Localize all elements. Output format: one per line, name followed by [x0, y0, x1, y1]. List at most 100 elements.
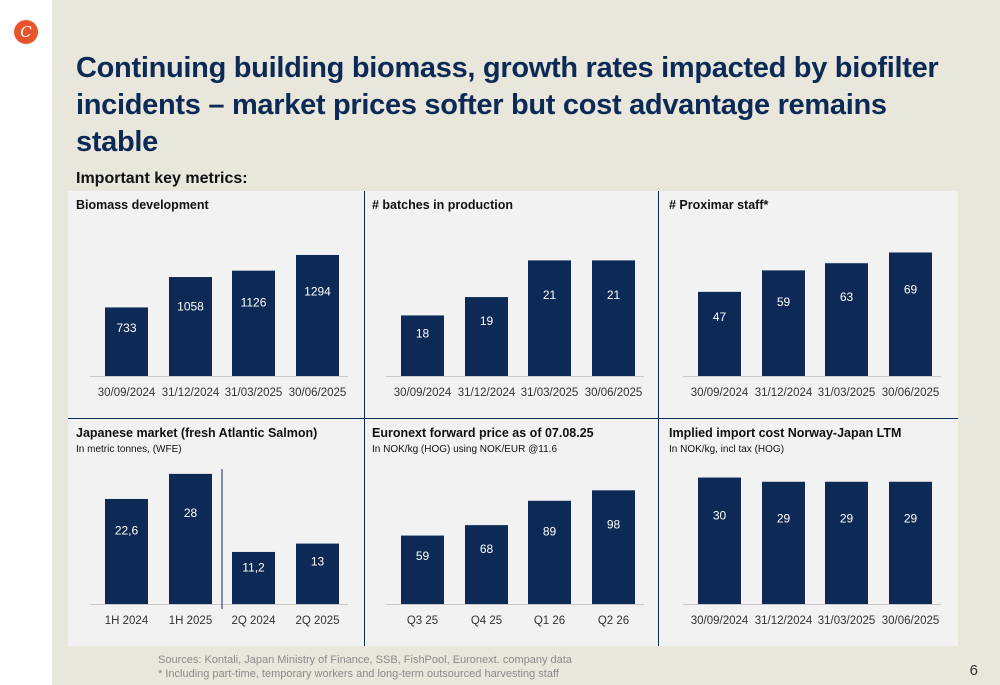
data-label: 98	[607, 517, 621, 531]
chart-panel-japanese-market: Japanese market (fresh Atlantic Salmon) …	[68, 419, 364, 646]
bar	[528, 500, 571, 604]
bar	[762, 270, 805, 376]
x-tick-label: 31/12/2024	[458, 387, 516, 399]
data-label: 19	[480, 314, 494, 328]
bar	[232, 270, 275, 376]
chart-title: Euronext forward price as of 07.08.25	[372, 426, 594, 440]
chart-svg: 18 30/09/2024 19 31/12/2024 21 31/03/2025 21 30…	[386, 260, 644, 399]
chart-title: Japanese market (fresh Atlantic Salmon)	[76, 426, 318, 440]
footer-sources: Sources: Kontali, Japan Ministry of Fina…	[158, 654, 572, 666]
data-label: 63	[840, 290, 854, 304]
bar	[401, 535, 444, 604]
data-label: 68	[480, 542, 494, 556]
x-tick-label: Q2 26	[598, 615, 629, 627]
metrics-panel-area: Biomass development 733 30/09/2024 1058 31/…	[68, 191, 958, 646]
x-tick-label: 1H 2024	[105, 615, 149, 627]
x-tick-label: 30/06/2025	[289, 387, 347, 399]
footer-footnote: * Including part-time, temporary workers…	[158, 668, 559, 680]
section-heading: Important key metrics:	[76, 170, 248, 187]
x-tick-label: 31/03/2025	[521, 387, 579, 399]
bar	[825, 263, 868, 376]
data-label: 11,2	[242, 561, 265, 575]
bar	[528, 260, 571, 376]
x-tick-label: Q3 25	[407, 615, 438, 627]
chart-panel-import-cost: Implied import cost Norway-Japan LTM In …	[661, 419, 957, 646]
company-logo-icon: C	[14, 20, 38, 44]
left-margin-strip: C	[0, 0, 52, 685]
data-label: 1058	[177, 300, 204, 314]
page-title-line-2: incidents – market prices softer but cos…	[76, 89, 887, 158]
data-label: 59	[416, 549, 430, 563]
data-label: 29	[777, 511, 791, 525]
data-label: 13	[311, 555, 325, 569]
data-label: 47	[713, 310, 727, 324]
x-tick-label: Q4 25	[471, 615, 502, 627]
bar	[465, 525, 508, 604]
chart-panel-euronext-forward: Euronext forward price as of 07.08.25 In…	[364, 419, 660, 646]
x-tick-label: 31/12/2024	[755, 387, 813, 399]
chart-svg: 30 30/09/2024 29 31/12/2024 29 31/03/2025 29 30…	[683, 477, 941, 627]
x-tick-label: 30/09/2024	[691, 387, 749, 399]
bar	[232, 551, 275, 604]
footer-notes: Sources: Kontali, Japan Ministry of Fina…	[158, 653, 572, 681]
data-label: 21	[607, 288, 621, 302]
chart-subtitle: In metric tonnes, (WFE)	[76, 444, 182, 455]
chart-title: Implied import cost Norway-Japan LTM	[669, 426, 902, 440]
page-title: Continuing building biomass, growth rate…	[76, 50, 956, 161]
chart-title: # Proximar staff*	[669, 198, 769, 212]
x-tick-label: 31/03/2025	[818, 387, 876, 399]
chart-panel-staff: # Proximar staff* 47 30/09/2024 59 31/12/20…	[661, 191, 957, 418]
x-tick-label: Q1 26	[534, 615, 565, 627]
data-label: 22,6	[115, 523, 139, 537]
chart-svg: 59 Q3 25 68 Q4 25 89 Q1 26 98 Q2 26	[386, 490, 644, 627]
x-tick-label: 31/03/2025	[818, 615, 876, 627]
x-tick-label: 30/06/2025	[585, 387, 643, 399]
chart-svg: 22,6 1H 2024 28 1H 2025 11,2 2Q 2024 13 2Q 2025	[90, 469, 348, 627]
chart-subtitle: In NOK/kg (HOG) using NOK/EUR @11.6	[372, 444, 558, 455]
data-label: 29	[840, 511, 854, 525]
data-label: 89	[543, 525, 557, 539]
bar	[401, 315, 444, 376]
data-label: 21	[543, 288, 557, 302]
page-number: 6	[969, 662, 978, 679]
bar	[296, 543, 339, 604]
bar	[825, 481, 868, 604]
chart-title: # batches in production	[372, 198, 513, 212]
bar	[296, 254, 339, 376]
x-tick-label: 31/03/2025	[225, 387, 283, 399]
chart-panel-batches: # batches in production 18 30/09/2024 19 31…	[364, 191, 660, 418]
bar	[698, 477, 741, 604]
chart-title: Biomass development	[76, 198, 209, 212]
data-label: 59	[777, 295, 791, 309]
x-tick-label: 30/09/2024	[98, 387, 156, 399]
data-label: 1294	[304, 284, 331, 298]
data-label: 18	[416, 327, 430, 341]
bar	[762, 481, 805, 604]
data-label: 28	[184, 506, 198, 520]
x-tick-label: 2Q 2024	[231, 615, 276, 627]
data-label: 29	[904, 511, 918, 525]
bar	[105, 307, 148, 376]
chart-panel-biomass: Biomass development 733 30/09/2024 1058 31/…	[68, 191, 364, 418]
data-label: 733	[116, 321, 136, 335]
x-tick-label: 2Q 2025	[295, 615, 339, 627]
page-title-line-1: Continuing building biomass, growth rate…	[76, 52, 939, 84]
bar	[592, 490, 635, 604]
bar	[105, 498, 148, 604]
chart-svg: 733 30/09/2024 1058 31/12/2024 1126 31/03/202…	[90, 254, 348, 399]
bar	[169, 277, 212, 376]
chart-subtitle: In NOK/kg, incl tax (HOG)	[669, 444, 785, 455]
bar	[592, 260, 635, 376]
x-tick-label: 30/09/2024	[691, 615, 749, 627]
bar	[698, 291, 741, 376]
bar	[889, 252, 932, 376]
horizontal-divider	[68, 418, 958, 419]
x-tick-label: 31/12/2024	[755, 615, 813, 627]
bar	[889, 481, 932, 604]
x-tick-label: 30/09/2024	[394, 387, 452, 399]
data-label: 30	[713, 508, 727, 522]
x-tick-label: 31/12/2024	[162, 387, 220, 399]
x-tick-label: 1H 2025	[169, 615, 212, 627]
data-label: 1126	[241, 295, 267, 309]
bar	[465, 297, 508, 376]
